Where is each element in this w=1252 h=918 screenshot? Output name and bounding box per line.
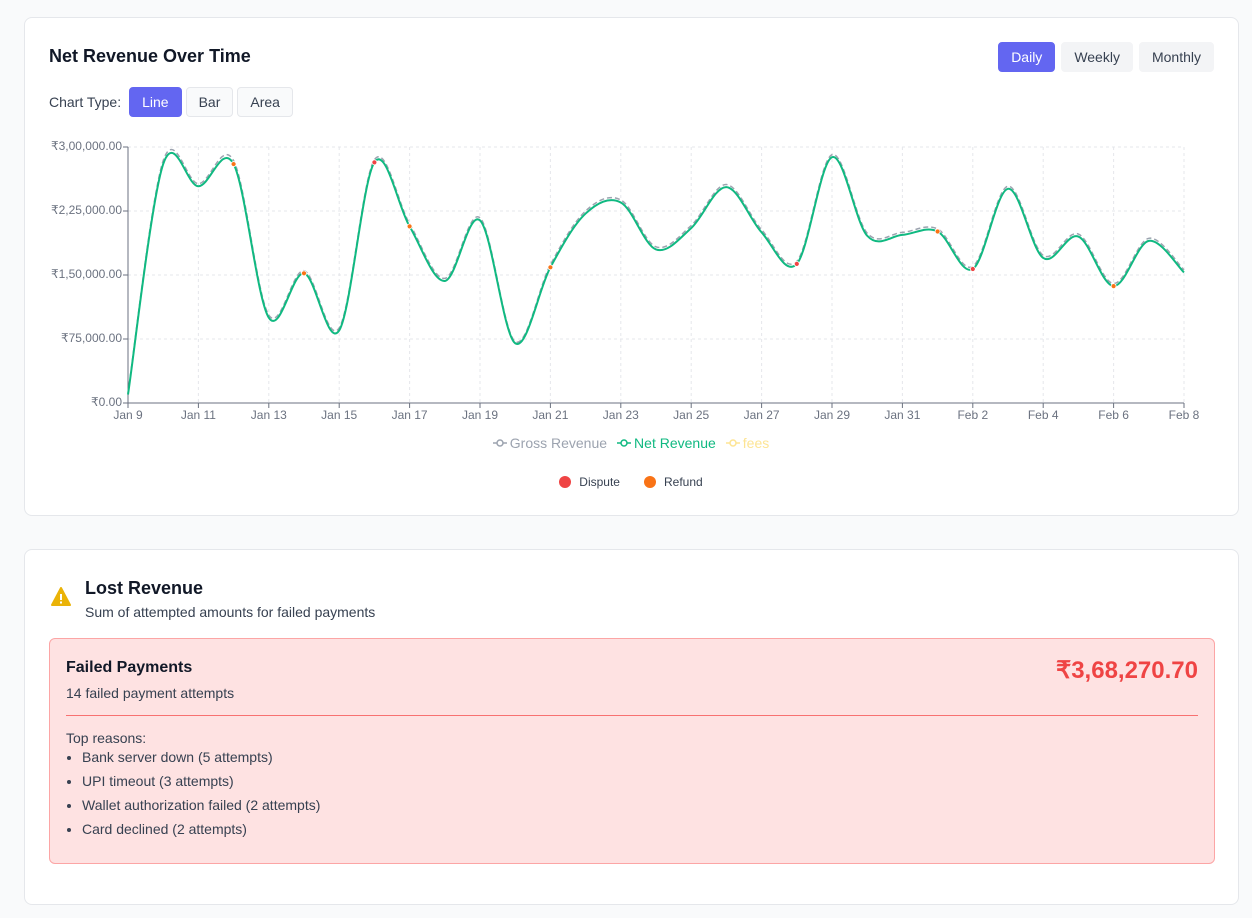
panel-title: Failed Payments (66, 659, 193, 676)
legend-icon-dot (729, 439, 737, 447)
period-toggle: Daily Weekly Monthly (992, 42, 1214, 72)
chart-type-button[interactable]: Bar (185, 87, 234, 117)
reason-item: Card declined (2 attempts) (82, 821, 320, 837)
period-button[interactable]: Daily (998, 42, 1056, 72)
lost-subtitle: Sum of attempted amounts for failed paym… (85, 604, 376, 620)
marker-legend-item: Refund (643, 475, 703, 489)
lost-revenue-card: Lost Revenue Sum of attempted amounts fo… (24, 549, 1239, 905)
marker-label: Refund (663, 475, 703, 489)
chart-type-options: Line Bar Area (125, 87, 293, 117)
legend-icon-dot (496, 439, 504, 447)
legend-icon-dot (620, 439, 628, 447)
chart-title: Net Revenue Over Time (49, 46, 251, 66)
divider (66, 715, 1198, 716)
reasons-title: Top reasons: (66, 730, 147, 746)
chart-type-row: Chart Type: Line Bar Area (49, 87, 293, 117)
chart-type-button[interactable]: Line (129, 87, 182, 117)
legend-item: fees (725, 435, 770, 451)
marker-dot (643, 476, 656, 488)
marker-dot (559, 476, 572, 488)
series-legend: Gross Revenue Net Revenue fees (24, 435, 1238, 451)
reason-item: Wallet authorization failed (2 attempts) (82, 797, 320, 813)
legend-item: Gross Revenue (492, 435, 608, 451)
lost-amount: ₹3,68,270.70 (1055, 657, 1198, 684)
marker-legend-item: Dispute (559, 475, 620, 489)
legend-item: Net Revenue (617, 435, 716, 451)
reasons-list: Bank server down (5 attempts) UPI timeout… (50, 749, 320, 845)
period-button[interactable]: Monthly (1138, 42, 1214, 72)
legend-label: Net Revenue (634, 435, 716, 451)
marker-legend: Dispute Refund (24, 475, 1238, 489)
marker-label: Dispute (579, 475, 620, 489)
legend-label: Gross Revenue (509, 435, 608, 451)
legend-icon (492, 439, 507, 447)
chart-type-label: Chart Type: (49, 94, 122, 110)
reason-item: Bank server down (5 attempts) (82, 749, 320, 765)
legend-icon (725, 439, 740, 447)
reason-item: UPI timeout (3 attempts) (82, 773, 320, 789)
warning-icon (51, 587, 71, 606)
failed-panel: Failed Payments 14 failed payment attemp… (49, 638, 1215, 864)
period-button[interactable]: Weekly (1061, 42, 1133, 72)
lost-title: Lost Revenue (85, 578, 204, 598)
panel-count: 14 failed payment attempts (66, 685, 235, 701)
legend-label: fees (742, 435, 770, 451)
chart-type-button[interactable]: Area (237, 87, 293, 117)
legend-icon (617, 439, 632, 447)
